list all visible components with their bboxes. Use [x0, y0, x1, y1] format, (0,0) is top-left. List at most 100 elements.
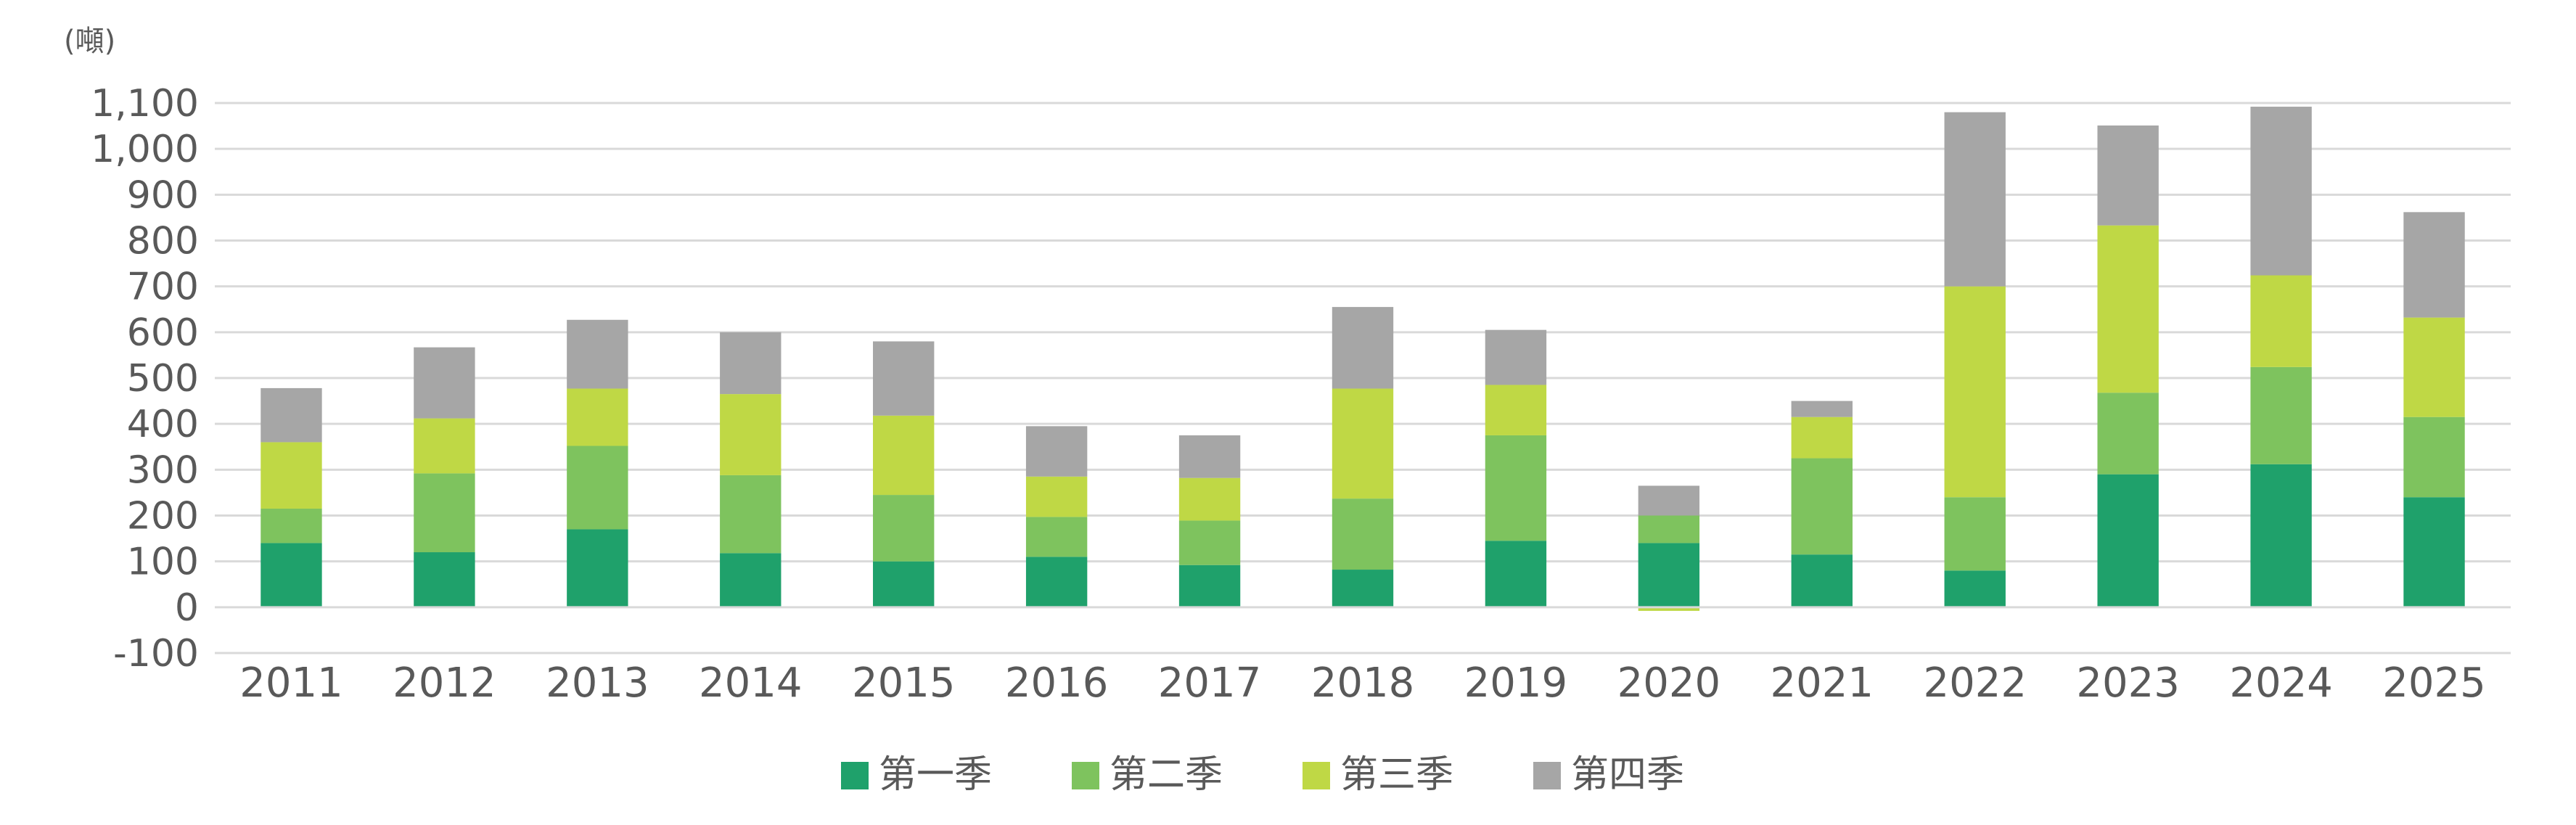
bar-segment	[2250, 464, 2312, 607]
bar-segment	[720, 394, 782, 475]
bar-segment	[1485, 435, 1547, 541]
x-tick-label: 2025	[2382, 660, 2486, 707]
bar-segment	[1332, 307, 1394, 389]
bar-segment	[1332, 570, 1394, 607]
bar-segment	[1791, 458, 1853, 555]
legend-swatch	[841, 762, 869, 789]
bar-segment	[414, 347, 475, 419]
legend-label: 第四季	[1571, 753, 1684, 797]
x-tick-label: 2015	[852, 660, 956, 707]
bar-segment	[1178, 565, 1241, 607]
bar-segment	[1332, 498, 1394, 570]
x-tick-label: 2021	[1771, 660, 1874, 707]
bar-segment	[567, 446, 628, 530]
bar-segment	[2097, 125, 2159, 226]
x-axis-ticks: 2011 2012 2013 2014 2015 2016 2017 2018 2019 2020…	[239, 660, 2486, 707]
bar-segment	[2097, 225, 2159, 393]
bar-segment	[567, 319, 628, 389]
bar-segment	[2250, 366, 2312, 464]
bar-segment	[1944, 286, 2006, 498]
x-tick-label: 2011	[239, 660, 343, 707]
bar-segment	[2403, 497, 2465, 607]
y-tick-label: -100	[113, 632, 199, 676]
y-tick-label: 700	[127, 266, 199, 309]
x-tick-label: 2023	[2076, 660, 2180, 707]
bar-segment	[261, 543, 322, 607]
bars	[261, 107, 2465, 611]
x-tick-label: 2019	[1464, 660, 1568, 707]
bar-segment	[1178, 477, 1241, 521]
y-axis-ticks: -10001002003004005006007008009001,0001,1…	[91, 82, 199, 676]
bar-segment	[720, 332, 782, 395]
bar-segment	[720, 475, 782, 554]
bar-segment	[1025, 517, 1088, 557]
x-tick-label: 2018	[1311, 660, 1415, 707]
y-tick-label: 100	[127, 541, 199, 584]
x-tick-label: 2020	[1617, 660, 1721, 707]
y-tick-label: 200	[127, 495, 199, 538]
bar-segment	[1791, 416, 1853, 459]
bar-segment	[2403, 212, 2465, 318]
legend: 第一季 第二季 第三季 第四季	[841, 753, 1684, 797]
bar-segment	[2250, 107, 2312, 276]
bar-segment	[261, 442, 322, 509]
bar-segment	[567, 388, 628, 446]
bar-segment	[567, 529, 628, 607]
y-tick-label: 600	[127, 311, 199, 355]
bar-segment	[1791, 401, 1853, 417]
bar-segment	[1485, 385, 1547, 435]
bar-segment	[414, 418, 475, 474]
legend-swatch	[1072, 762, 1099, 789]
bar-segment	[1025, 426, 1088, 477]
legend-swatch	[1533, 762, 1561, 789]
bar-segment	[2250, 275, 2312, 367]
y-tick-label: 400	[127, 403, 199, 446]
bar-segment	[1638, 515, 1700, 543]
y-unit-label: (噸)	[64, 25, 115, 58]
x-tick-label: 2016	[1005, 660, 1109, 707]
bar-segment	[1178, 435, 1241, 478]
bar-segment	[1332, 388, 1394, 499]
bar-segment	[1178, 520, 1241, 565]
bar-segment	[873, 415, 935, 496]
y-tick-label: 500	[127, 357, 199, 401]
bar-segment	[1485, 541, 1547, 607]
legend-label: 第二季	[1109, 753, 1223, 797]
legend-swatch	[1303, 762, 1330, 789]
bar-segment	[1638, 485, 1700, 516]
bar-segment	[873, 561, 935, 607]
x-tick-label: 2013	[546, 660, 649, 707]
bar-segment	[261, 387, 322, 443]
x-tick-label: 2014	[699, 660, 803, 707]
bar-segment	[720, 553, 782, 607]
bar-segment	[873, 341, 935, 416]
bar-segment	[2403, 416, 2465, 498]
legend-label: 第三季	[1340, 753, 1453, 797]
x-tick-label: 2024	[2229, 660, 2333, 707]
x-tick-label: 2022	[1923, 660, 2027, 707]
x-tick-label: 2017	[1158, 660, 1262, 707]
bar-segment	[2097, 393, 2159, 475]
y-tick-label: 800	[127, 220, 199, 263]
bar-segment	[1485, 329, 1547, 385]
bar-segment	[414, 552, 475, 607]
y-tick-label: 1,000	[91, 128, 199, 171]
legend-label: 第一季	[879, 753, 992, 797]
bar-segment	[1944, 497, 2006, 571]
bar-segment	[873, 495, 935, 562]
bar-segment	[1791, 554, 1853, 607]
y-tick-label: 0	[175, 586, 199, 630]
x-tick-label: 2012	[393, 660, 496, 707]
bar-segment	[1638, 543, 1700, 607]
bar-segment	[414, 473, 475, 553]
bar-segment	[261, 509, 322, 543]
bar-segment	[1025, 557, 1088, 607]
bar-segment	[2097, 474, 2159, 607]
bar-segment	[2403, 317, 2465, 417]
bar-segment	[1025, 476, 1088, 517]
y-tick-label: 900	[127, 173, 199, 217]
bar-segment	[1944, 112, 2006, 287]
y-tick-label: 1,100	[91, 82, 199, 126]
